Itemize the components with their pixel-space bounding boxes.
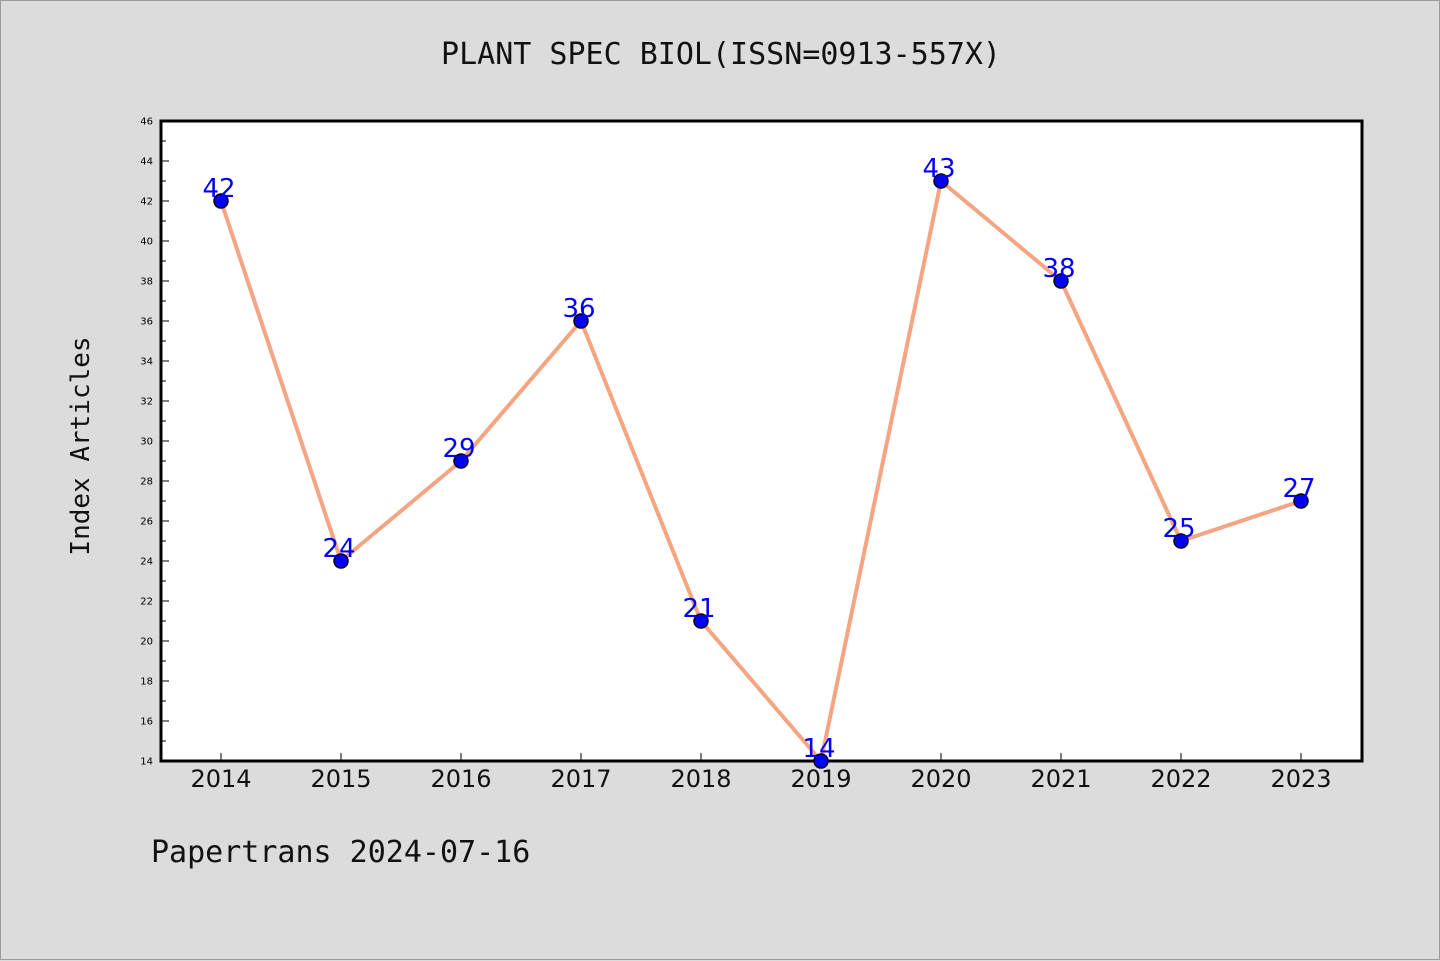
data-point	[693, 613, 709, 629]
data-labels: 42 24 29 36 21 14 43 38 25 27	[202, 154, 1315, 764]
y-tick-label: 42	[140, 197, 153, 208]
data-point	[1293, 493, 1309, 509]
y-tick-label: 20	[140, 637, 153, 648]
data-label: 29	[442, 434, 475, 464]
data-point	[1053, 273, 1069, 289]
y-tick-label: 14	[140, 757, 153, 768]
x-tick-label: 2018	[670, 765, 731, 793]
y-tick-label: 22	[140, 597, 153, 608]
series-line	[213, 173, 1309, 769]
data-label: 27	[1282, 474, 1315, 504]
y-tick-label: 28	[140, 477, 153, 488]
chart-title: PLANT SPEC BIOL(ISSN=0913-557X)	[441, 37, 1001, 72]
plot-background	[159, 119, 1364, 763]
x-tick-label: 2015	[310, 765, 371, 793]
data-label: 43	[922, 154, 955, 184]
x-tick-label: 2019	[790, 765, 851, 793]
x-tick-label: 2017	[550, 765, 611, 793]
y-tick-label: 40	[140, 237, 153, 248]
data-point	[213, 193, 229, 209]
y-tick-label: 34	[140, 357, 153, 368]
data-point	[333, 553, 349, 569]
y-tick-label: 44	[140, 157, 153, 168]
y-tick-label: 32	[140, 397, 153, 408]
data-point	[573, 313, 589, 329]
data-label: 42	[202, 174, 235, 204]
x-tick-label: 2014	[190, 765, 251, 793]
data-label: 24	[322, 534, 355, 564]
x-tick-label: 2021	[1030, 765, 1091, 793]
data-point	[813, 753, 829, 769]
x-tick-label: 2022	[1150, 765, 1211, 793]
footer-note: Papertrans 2024-07-16	[151, 835, 531, 870]
x-tick-label: 2023	[1270, 765, 1331, 793]
x-axis: 2014 2015 2016 2017 2018 2019 2020 2021 2022 2023	[190, 753, 1332, 793]
y-tick-label: 36	[140, 317, 153, 328]
data-label: 21	[682, 594, 715, 624]
y-tick-label: 26	[140, 517, 153, 528]
y-tick-label: 46	[140, 117, 153, 128]
y-tick-label: 24	[140, 557, 153, 568]
data-label: 36	[562, 294, 595, 324]
data-point	[933, 173, 949, 189]
series-polyline	[219, 179, 1303, 763]
x-tick-label: 2020	[910, 765, 971, 793]
data-label: 25	[1162, 514, 1195, 544]
y-axis: 14 16 18 20 22 24 26 28 30 32 34 36 38 40 42 44 46	[140, 117, 169, 768]
y-tick-label: 18	[140, 677, 153, 688]
x-tick-label: 2016	[430, 765, 491, 793]
data-point	[453, 453, 469, 469]
y-tick-label: 38	[140, 277, 153, 288]
y-tick-label: 30	[140, 437, 153, 448]
data-point	[1173, 533, 1189, 549]
data-label: 14	[802, 734, 835, 764]
data-label: 38	[1042, 254, 1075, 284]
y-tick-label: 16	[140, 717, 153, 728]
